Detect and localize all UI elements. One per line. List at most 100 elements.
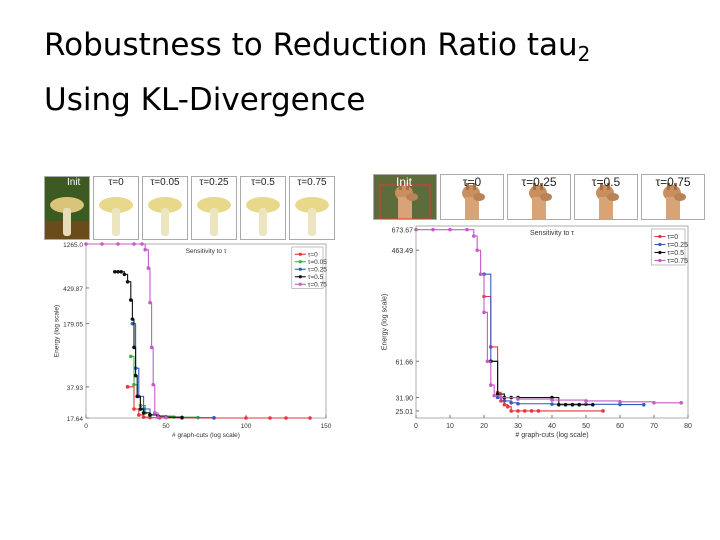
data-point	[164, 415, 168, 420]
legend-entry: τ=0.5	[667, 250, 684, 257]
left-chart-panel: Sensitivity to τ 0 50 100 150 1265.0 429.87 179…	[44, 240, 344, 445]
data-point	[148, 415, 152, 420]
x-tick-label: 80	[684, 423, 692, 430]
slide-title: Robustness to Reduction Ratio tau2 Using…	[44, 22, 684, 123]
data-point	[577, 402, 581, 407]
data-point	[113, 269, 117, 274]
mushroom-result-strip: Init τ=0 τ=0.05 τ=0.25 τ=0.5 τ=0.75	[44, 176, 338, 240]
x-tick-label: 20	[480, 423, 488, 430]
legend-marker	[298, 275, 302, 279]
legend-entry: τ=0.75	[667, 258, 688, 265]
data-point	[472, 234, 476, 238]
data-point	[244, 416, 248, 420]
x-tick-label: 0	[414, 423, 418, 430]
thumb-label: τ=0.5	[251, 177, 275, 188]
data-point	[116, 242, 120, 246]
data-point	[509, 400, 513, 405]
mushroom-thumb-1: τ=0	[93, 176, 139, 240]
x-tick-label: 30	[514, 423, 522, 430]
data-point	[618, 402, 622, 407]
data-point	[129, 298, 133, 302]
llama-thumb-2: τ=0.25	[507, 174, 571, 220]
y-tick-label: 429.87	[63, 286, 83, 293]
data-point	[601, 409, 605, 413]
data-point	[153, 411, 157, 415]
y-tick-label: 179.05	[63, 322, 83, 329]
data-point	[489, 383, 493, 387]
data-point	[475, 248, 479, 253]
data-point	[502, 399, 507, 403]
data-point	[414, 227, 418, 232]
data-point	[284, 416, 288, 420]
llama-thumb-3: τ=0.5	[574, 174, 638, 220]
llama-image	[462, 183, 485, 219]
data-point	[642, 402, 646, 407]
data-point	[122, 272, 127, 277]
llama-image	[596, 183, 619, 219]
data-point	[141, 415, 146, 419]
mushroom-thumb-5: τ=0.75	[289, 176, 335, 240]
data-point	[499, 395, 503, 400]
series-3	[414, 227, 683, 405]
x-tick-label: 150	[321, 423, 332, 430]
x-tick-label: 0	[84, 423, 88, 430]
data-point	[130, 317, 135, 321]
data-point	[135, 394, 139, 399]
data-point	[516, 401, 520, 406]
x-tick-label: 50	[582, 423, 590, 430]
data-point	[156, 415, 160, 419]
llama-thumb-1: τ=0	[440, 174, 504, 220]
legend: τ=0τ=0.05τ=0.25τ=0.5τ=0.75	[291, 246, 327, 289]
thumb-label: τ=0	[462, 175, 482, 189]
title-subscript: 2	[577, 42, 591, 66]
data-point	[584, 399, 588, 403]
data-point	[550, 395, 554, 400]
data-point	[485, 359, 490, 364]
data-point	[557, 402, 561, 407]
thumb-label: τ=0.75	[655, 175, 691, 189]
thumb-label: τ=0	[108, 177, 124, 188]
x-tick-label: 50	[162, 423, 170, 430]
llama-thumb-4: τ=0.75	[641, 174, 705, 220]
legend-marker	[298, 252, 302, 256]
llama-image	[374, 177, 436, 219]
y-axis-label: Energy (log scale)	[54, 305, 61, 357]
data-point	[132, 242, 136, 246]
legend-entry: τ=0.05	[308, 259, 327, 266]
series-4	[84, 242, 168, 420]
legend-marker	[298, 260, 302, 264]
data-point	[100, 242, 104, 246]
data-point	[140, 242, 144, 246]
data-point	[132, 407, 136, 411]
llama-result-strip: Init τ=0 τ=0.25 τ=0.5 τ=0.75	[373, 174, 708, 220]
data-point	[679, 400, 683, 405]
llama-image	[529, 183, 552, 219]
legend-entry: τ=0	[667, 234, 678, 241]
data-point	[618, 400, 622, 404]
data-point	[492, 393, 496, 398]
data-point	[495, 395, 500, 400]
thumb-label: τ=0.05	[150, 177, 180, 188]
plot-area	[415, 225, 689, 419]
mushroom-thumb-2: τ=0.05	[142, 176, 188, 240]
data-point	[129, 354, 133, 359]
data-point	[125, 280, 130, 284]
x-tick-label: 70	[650, 423, 658, 430]
legend-entry: τ=0.5	[308, 274, 324, 281]
llama-thumb-0: Init	[373, 174, 437, 220]
data-point	[431, 227, 435, 232]
data-point	[180, 415, 184, 420]
legend-box	[651, 228, 686, 266]
data-point	[138, 407, 143, 411]
x-tick-label: 100	[241, 423, 252, 430]
mushroom-image	[295, 197, 329, 236]
thumb-label: τ=0.75	[297, 177, 327, 188]
data-point	[308, 416, 312, 420]
legend-marker	[658, 258, 662, 263]
data-point	[550, 402, 554, 406]
data-point	[591, 402, 595, 407]
left-energy-chart: Sensitivity to τ 0 50 100 150 1265.0 429.87 179…	[54, 242, 332, 439]
x-axis-label: # graph-cuts (log scale)	[172, 432, 240, 439]
y-tick-label: 31.90	[395, 396, 413, 403]
legend: τ=0τ=0.25τ=0.5τ=0.75	[651, 228, 688, 266]
